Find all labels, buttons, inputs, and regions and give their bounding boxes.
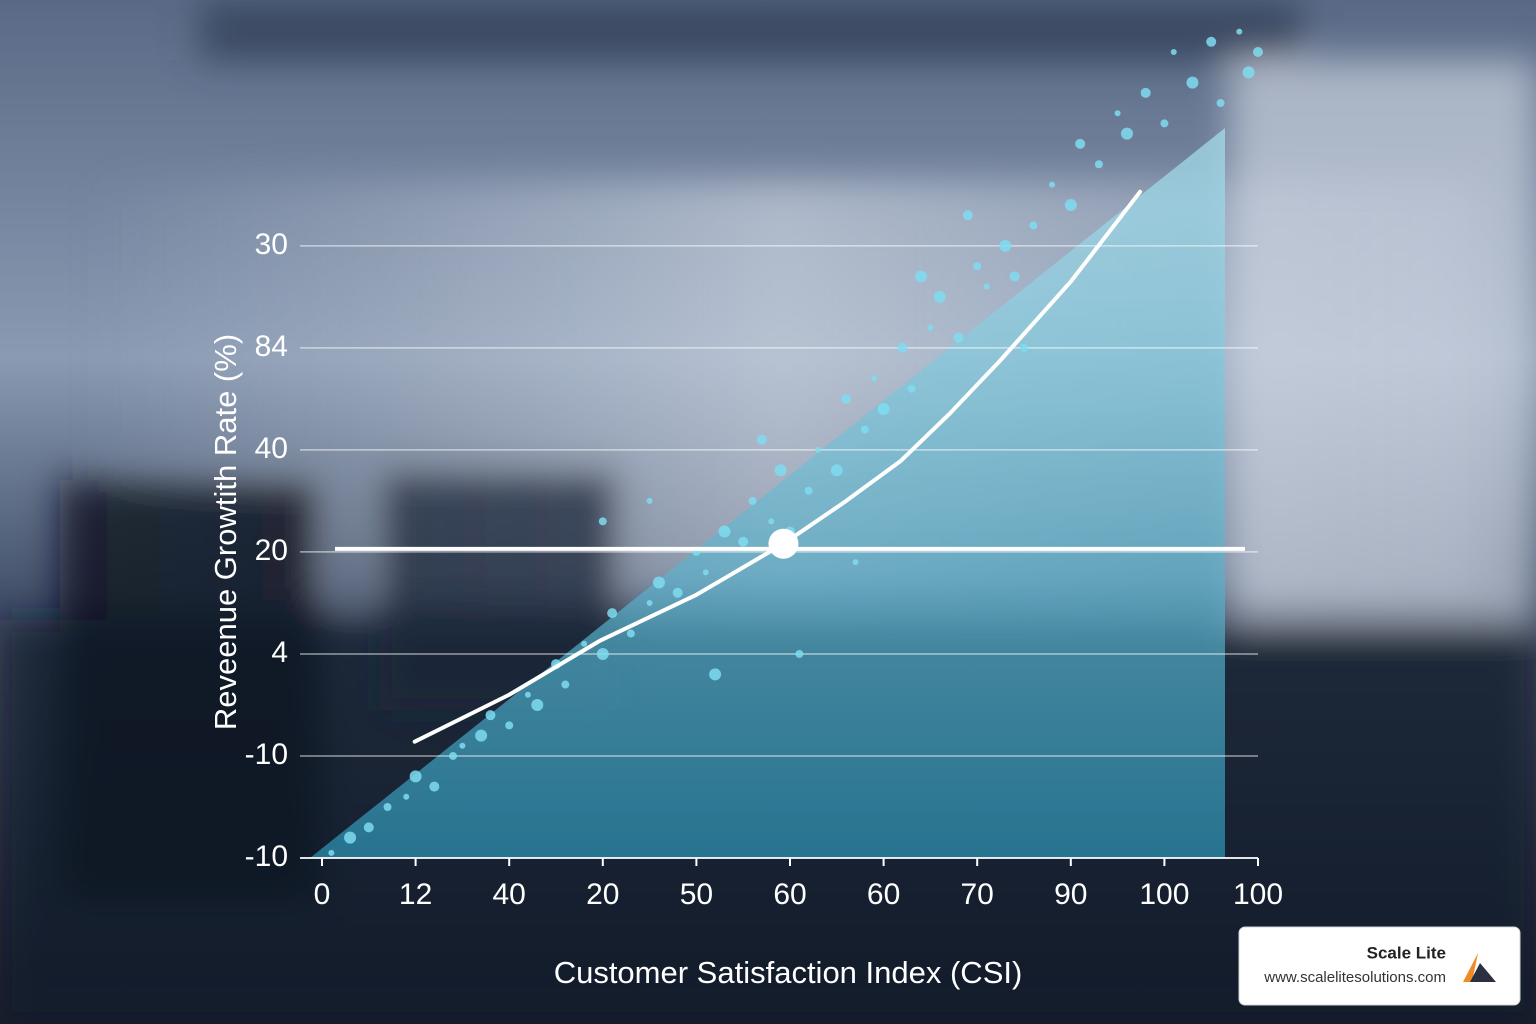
point: [852, 559, 859, 566]
point: [915, 270, 928, 283]
point: [973, 262, 982, 271]
point: [1114, 110, 1121, 117]
point: [804, 486, 813, 495]
point: [1236, 28, 1243, 35]
point: [383, 802, 392, 811]
point: [702, 569, 709, 576]
y-tick-label: -10: [245, 738, 288, 771]
x-tick-label: 100: [1233, 878, 1283, 911]
point: [328, 849, 335, 856]
point: [830, 464, 843, 477]
point: [1206, 36, 1217, 47]
point: [860, 425, 869, 434]
point: [927, 324, 934, 331]
point: [363, 822, 374, 833]
point: [709, 668, 722, 681]
point: [877, 403, 890, 416]
x-axis-title: Customer Satisfaction Index (CSI): [554, 955, 1023, 990]
logo: [1463, 953, 1478, 982]
point: [1075, 138, 1086, 149]
point: [598, 517, 607, 526]
point: [1094, 160, 1103, 169]
point: [449, 751, 458, 760]
x-tick-label: 100: [1139, 878, 1189, 911]
point: [409, 770, 422, 783]
badge-title: Scale Lite: [1367, 943, 1446, 962]
point: [672, 587, 683, 598]
x-tick-label: 90: [1054, 878, 1087, 911]
point: [1120, 127, 1133, 140]
point: [768, 518, 775, 525]
point: [344, 831, 357, 844]
point: [1253, 47, 1263, 58]
y-tick-label: 84: [255, 330, 288, 363]
y-tick-label: 20: [255, 534, 288, 567]
badge-url: www.scalelitesolutions.com: [1263, 969, 1446, 986]
point: [1160, 119, 1169, 128]
point: [596, 647, 609, 660]
point: [1009, 271, 1020, 282]
point: [774, 464, 787, 477]
point: [983, 283, 990, 290]
point: [897, 342, 908, 353]
point: [505, 721, 514, 730]
point: [999, 239, 1012, 252]
x-tick-label: 70: [961, 878, 994, 911]
point: [429, 781, 440, 792]
point: [1140, 87, 1151, 98]
point: [652, 576, 665, 589]
point: [1020, 343, 1028, 352]
point: [524, 691, 531, 698]
trend-line: [412, 189, 1143, 744]
badge: Scale Lite www.scalelitesolutions.com: [1238, 926, 1521, 1006]
point: [607, 608, 618, 619]
point: [1216, 99, 1225, 108]
point: [459, 742, 466, 749]
point: [907, 384, 916, 393]
x-tick-label: 40: [493, 878, 526, 911]
point: [1049, 181, 1056, 188]
point: [485, 710, 496, 721]
point: [962, 210, 973, 221]
highlight-point: [768, 528, 799, 559]
point: [1242, 66, 1255, 79]
x-tick-label: 0: [314, 878, 331, 911]
y-axis-title: Reveenue Growtith Rate (%): [208, 334, 243, 730]
point: [403, 793, 410, 800]
point: [1064, 199, 1077, 212]
point: [1029, 221, 1038, 230]
point: [748, 496, 757, 505]
point: [626, 629, 635, 638]
point: [738, 536, 749, 547]
y-tick-label: 30: [255, 228, 288, 261]
point: [561, 680, 570, 689]
point: [646, 599, 653, 606]
point: [871, 375, 878, 382]
point: [815, 446, 822, 453]
badge-box: [1238, 926, 1521, 1006]
x-tick-label: 50: [680, 878, 713, 911]
logo: [1470, 963, 1496, 982]
y-tick-label: 4: [271, 636, 288, 669]
point: [1186, 76, 1199, 89]
point: [933, 290, 946, 303]
y-tick-label: -10: [245, 840, 288, 873]
point: [795, 649, 804, 658]
x-tick-label: 60: [773, 878, 806, 911]
point: [475, 729, 488, 742]
point: [953, 332, 964, 343]
point: [531, 698, 544, 711]
x-tick-label: 20: [586, 878, 619, 911]
y-tick-label: 40: [255, 432, 288, 465]
point: [581, 640, 588, 647]
point: [646, 497, 653, 504]
point: [1170, 49, 1177, 56]
plot: -10 -10 4 20 40 84 30 0 12 40 20 50 60 60 70 90 100 100: [245, 28, 1283, 911]
point: [841, 393, 852, 404]
x-tick-label: 60: [867, 878, 900, 911]
point: [756, 434, 767, 445]
x-tick-label: 12: [399, 878, 432, 911]
point: [718, 525, 731, 538]
